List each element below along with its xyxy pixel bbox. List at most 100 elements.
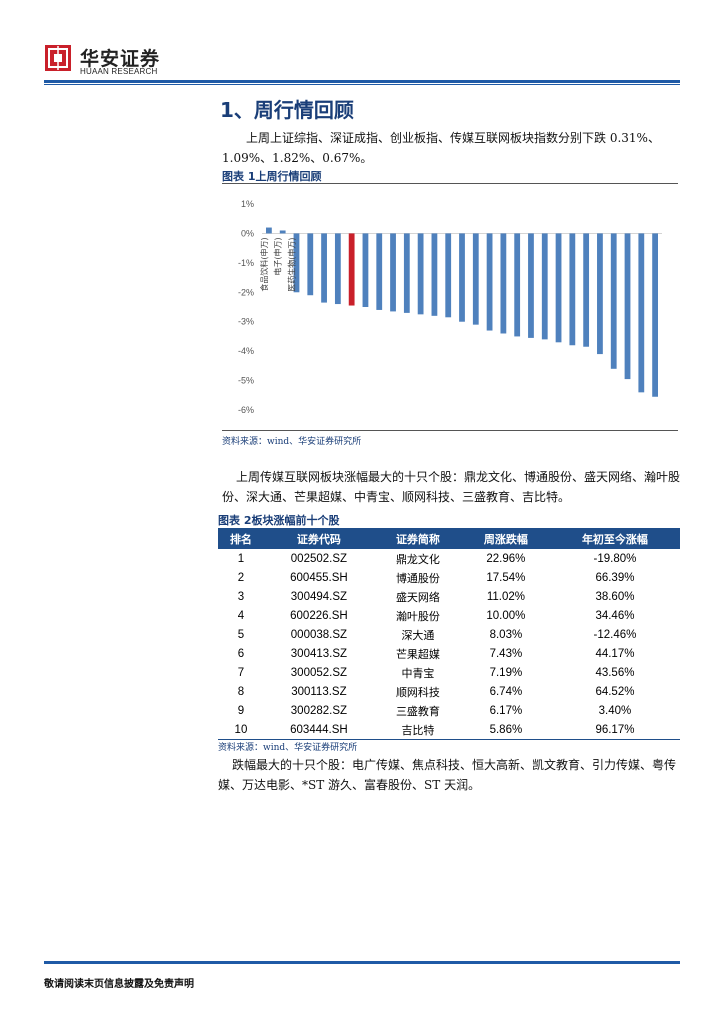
category-label: 医药生物(申万) xyxy=(286,237,296,291)
cell-weekly-change: 5.86% xyxy=(461,720,550,740)
y-tick-label: 0% xyxy=(241,228,254,238)
cell-name: 三盛教育 xyxy=(395,704,440,718)
table-row: 2 600455.SH 博通股份 17.54% 66.39% xyxy=(218,568,680,587)
cell-code: 600455.SH xyxy=(290,571,348,584)
figure1-top-rule xyxy=(222,183,678,184)
top-gainers-paragraph: 上周传媒互联网板块涨幅最大的十只个股：鼎龙文化、博通股份、盛天网络、瀚叶股份、深… xyxy=(222,470,681,504)
table-row: 10 603444.SH 吉比特 5.86% 96.17% xyxy=(218,720,680,740)
cell-weekly-change: 6.17% xyxy=(489,704,523,717)
cell-weekly-change: 8.03% xyxy=(489,628,523,641)
cell-ytd-change: 66.39% xyxy=(595,571,635,584)
bar xyxy=(610,233,617,369)
y-tick-label: -5% xyxy=(238,376,254,386)
table-row: 9 300282.SZ 三盛教育 6.17% 3.40% xyxy=(218,701,680,720)
bar xyxy=(555,233,562,343)
cell-ytd-change: 34.46% xyxy=(595,609,635,622)
figure1-caption: 图表 1上周行情回顾 xyxy=(222,170,322,183)
cell-weekly-change: 17.54% xyxy=(486,571,526,584)
cell-code: 000038.SZ xyxy=(290,628,348,641)
table-header-row: 排名 证券代码 证券简称 周涨跌幅 年初至今涨幅 xyxy=(218,528,680,549)
cell-ytd-change: 96.17% xyxy=(549,720,680,740)
cell-ytd-change: 43.56% xyxy=(595,666,635,679)
cell-name: 中青宝 xyxy=(401,666,435,680)
cell-rank: 3 xyxy=(237,590,245,603)
cell-name: 顺网科技 xyxy=(395,685,440,699)
logo-icon xyxy=(45,45,71,71)
cell-code: 600226.SH xyxy=(290,609,348,622)
sector-return-chart: 1% 0% -1% -2% -3% -4% -5% -6% 食品饮料(申万) 电子(申万) 医药生物… xyxy=(238,199,662,415)
bar xyxy=(362,233,369,307)
cell-name: 鼎龙文化 xyxy=(395,552,440,566)
bar xyxy=(583,233,590,347)
intro-paragraph: 上周上证综指、深证成指、创业板指、传媒互联网板块指数分别下跌 0.31%、1.0… xyxy=(222,131,660,165)
bar xyxy=(431,233,438,316)
category-label: 电子(申万) xyxy=(273,237,283,275)
cell-name: 芒果超媒 xyxy=(395,647,440,661)
bar xyxy=(279,230,286,234)
cell-rank: 8 xyxy=(237,685,245,698)
header-ytd-change: 年初至今涨幅 xyxy=(549,528,680,549)
cell-code: 300413.SZ xyxy=(290,647,348,660)
bar xyxy=(472,233,479,325)
cell-ytd-change: 3.40% xyxy=(598,704,632,717)
brand-name-en: HUAAN RESEARCH xyxy=(80,67,158,76)
cell-rank: 1 xyxy=(237,552,245,565)
bar xyxy=(500,233,507,334)
cell-name: 盛天网络 xyxy=(395,590,440,604)
bar xyxy=(652,233,658,397)
cell-rank: 6 xyxy=(237,647,245,660)
cell-code: 603444.SH xyxy=(263,720,374,740)
header-weekly-change: 周涨跌幅 xyxy=(461,528,550,549)
bar xyxy=(597,233,603,355)
section-title: 1、周行情回顾 xyxy=(220,98,354,122)
cell-weekly-change: 6.74% xyxy=(489,685,523,698)
bar xyxy=(390,233,396,312)
cell-weekly-change: 11.02% xyxy=(486,590,525,603)
table-source: 资料来源：wind、华安证券研究所 xyxy=(218,743,358,753)
table-caption: 图表 2板块涨幅前十个股 xyxy=(218,514,340,527)
bar xyxy=(334,233,341,305)
cell-name: 吉比特 xyxy=(373,720,462,740)
table-row: 1 002502.SZ 鼎龙文化 22.96% -19.80% xyxy=(218,549,680,568)
disclaimer-footer: 敬请阅读末页信息披露及免责声明 xyxy=(44,979,194,990)
cell-name: 博通股份 xyxy=(395,571,440,585)
cell-code: 300113.SZ xyxy=(291,685,347,698)
table-row: 3 300494.SZ 盛天网络 11.02% 38.60% xyxy=(218,587,680,606)
cell-rank: 4 xyxy=(237,609,245,622)
brand-name: 华安证券 xyxy=(80,48,161,70)
bar xyxy=(307,233,314,296)
bar xyxy=(445,233,452,318)
figure1-source: 资料来源：wind、华安证券研究所 xyxy=(222,437,362,447)
cell-code: 300494.SZ xyxy=(290,590,348,603)
header-rule xyxy=(44,80,680,83)
cell-weekly-change: 22.96% xyxy=(486,552,526,565)
cell-code: 300282.SZ xyxy=(290,704,348,717)
header-rank: 排名 xyxy=(218,528,264,549)
cell-ytd-change: -12.46% xyxy=(593,628,637,641)
bar xyxy=(541,233,548,340)
cell-ytd-change: 38.60% xyxy=(595,590,635,603)
cell-rank: 7 xyxy=(237,666,245,679)
table-row: 5 000038.SZ 深大通 8.03% -12.46% xyxy=(218,625,680,644)
cell-ytd-change: 64.52% xyxy=(595,685,635,698)
cell-rank: 2 xyxy=(237,571,245,584)
bar xyxy=(569,233,576,346)
y-tick-label: -6% xyxy=(238,405,254,415)
y-tick-label: -2% xyxy=(238,287,254,297)
footer-rule xyxy=(44,961,680,964)
bar xyxy=(293,233,300,293)
cell-weekly-change: 7.43% xyxy=(489,647,523,660)
header-name: 证券简称 xyxy=(373,528,462,549)
bar xyxy=(403,233,410,313)
table-row: 8 300113.SZ 顺网科技 6.74% 64.52% xyxy=(218,682,680,701)
table-row: 7 300052.SZ 中青宝 7.19% 43.56% xyxy=(218,663,680,682)
cell-ytd-change: 44.17% xyxy=(595,647,635,660)
bar xyxy=(514,233,521,337)
top-gainers-table: 排名 证券代码 证券简称 周涨跌幅 年初至今涨幅 1 002502.SZ 鼎龙文化 2… xyxy=(218,528,680,740)
bar xyxy=(348,233,355,306)
bar xyxy=(459,233,465,322)
bar xyxy=(638,233,645,393)
cell-name: 深大通 xyxy=(401,628,435,642)
cell-name: 瀚叶股份 xyxy=(395,609,440,623)
table-row: 4 600226.SH 瀚叶股份 10.00% 34.46% xyxy=(218,606,680,625)
